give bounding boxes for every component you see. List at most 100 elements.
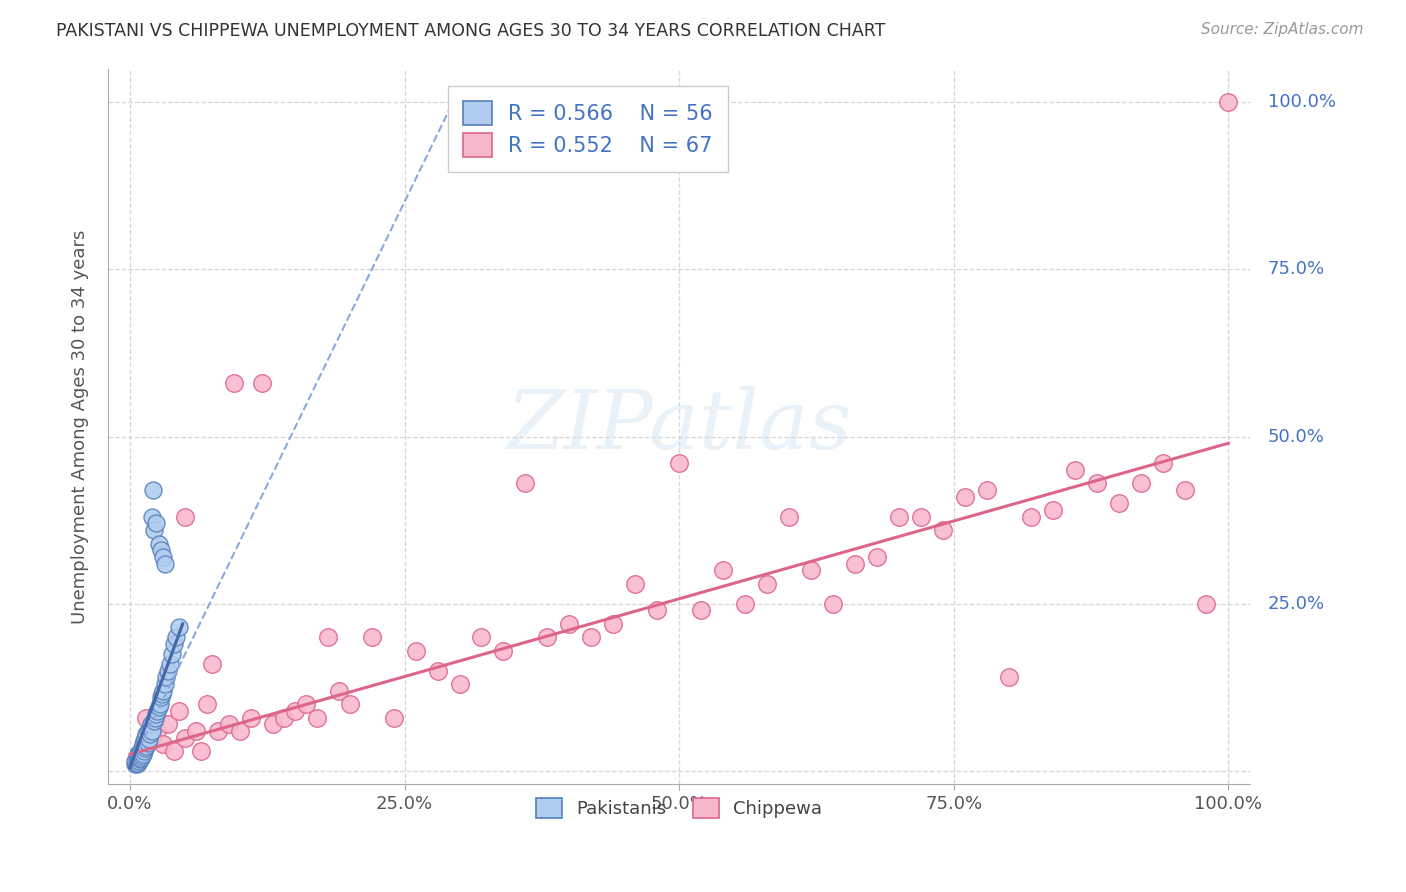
Point (294, 697, 316, 711)
Point (207, 723, 229, 738)
Point (152, 737, 174, 751)
Point (668, 456, 690, 470)
Point (624, 576, 647, 591)
Point (1085, 476, 1108, 491)
Point (997, 670, 1019, 684)
Point (734, 597, 756, 611)
Point (136, 723, 159, 738)
Point (142, 483, 165, 497)
Point (138, 731, 160, 746)
Point (160, 647, 183, 661)
Point (470, 630, 492, 644)
Point (305, 710, 328, 724)
Point (492, 643, 515, 657)
Point (536, 630, 558, 644)
Point (339, 697, 361, 711)
Point (690, 603, 713, 617)
Point (129, 744, 152, 758)
Point (887, 509, 910, 524)
Point (756, 576, 779, 591)
Point (1218, 95, 1240, 109)
Point (169, 704, 191, 718)
Point (844, 557, 866, 571)
Point (316, 630, 339, 644)
Y-axis label: Unemployment Among Ages 30 to 34 years: Unemployment Among Ages 30 to 34 years (72, 229, 89, 624)
Point (143, 714, 166, 728)
Point (143, 710, 166, 724)
Point (127, 756, 149, 770)
Point (146, 704, 169, 718)
Point (239, 710, 262, 724)
Point (129, 747, 152, 762)
Point (229, 723, 252, 738)
Point (153, 677, 176, 691)
Point (149, 690, 172, 705)
Point (953, 490, 976, 504)
Point (135, 739, 157, 753)
Point (273, 710, 295, 724)
Point (149, 543, 172, 558)
Point (165, 630, 187, 644)
Point (201, 657, 224, 671)
Point (124, 757, 146, 772)
Point (163, 637, 186, 651)
Point (141, 509, 163, 524)
Point (124, 754, 146, 768)
Point (155, 670, 177, 684)
Text: 75.0%: 75.0% (1268, 260, 1324, 278)
Text: 25.0%: 25.0% (1268, 595, 1324, 613)
Point (910, 509, 932, 524)
Point (360, 630, 382, 644)
Point (148, 536, 170, 550)
Point (138, 721, 160, 735)
Point (426, 664, 449, 678)
Point (262, 717, 284, 731)
Point (173, 731, 195, 745)
Point (800, 563, 823, 577)
Point (128, 745, 150, 759)
Point (224, 376, 246, 390)
Point (153, 557, 176, 571)
Point (1108, 496, 1130, 510)
Point (976, 483, 998, 497)
Point (128, 752, 150, 766)
Point (382, 710, 405, 724)
Point (581, 630, 603, 644)
Point (136, 736, 159, 750)
Point (152, 683, 174, 698)
Point (134, 734, 156, 748)
Point (146, 723, 169, 738)
Point (328, 683, 350, 698)
Point (821, 597, 844, 611)
Point (135, 710, 157, 724)
Point (1129, 476, 1152, 491)
Point (284, 704, 307, 718)
Point (1195, 597, 1218, 611)
Point (602, 616, 624, 631)
Point (143, 523, 166, 537)
Point (131, 740, 153, 755)
Point (152, 549, 174, 564)
Point (195, 697, 218, 711)
Point (129, 750, 152, 764)
Point (866, 549, 889, 564)
Text: 100.0%: 100.0% (1268, 93, 1336, 111)
Text: ZIPatlas: ZIPatlas (506, 386, 852, 467)
Legend: Pakistanis, Chippewa: Pakistanis, Chippewa (529, 791, 830, 825)
Point (711, 563, 734, 577)
Point (125, 757, 148, 772)
Point (127, 747, 149, 762)
Point (1063, 463, 1085, 477)
Point (128, 749, 150, 764)
Text: 50.0%: 50.0% (1268, 427, 1324, 445)
Point (157, 664, 180, 678)
Point (145, 516, 167, 531)
Point (141, 723, 163, 738)
Point (134, 740, 156, 755)
Point (132, 747, 155, 762)
Point (132, 737, 155, 751)
Point (125, 752, 148, 766)
Point (157, 717, 180, 731)
Point (149, 697, 172, 711)
Point (1152, 456, 1174, 470)
